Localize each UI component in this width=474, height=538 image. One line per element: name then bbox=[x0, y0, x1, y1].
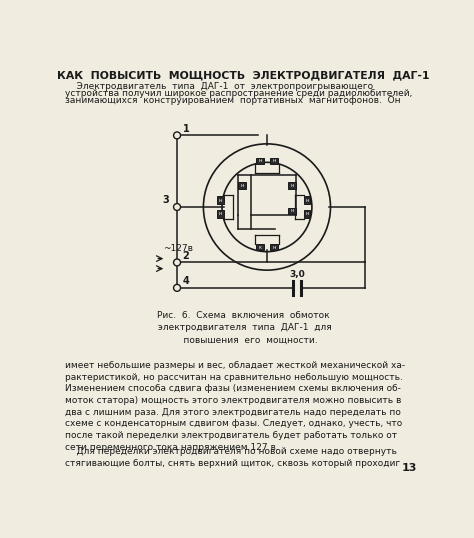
Text: устройства получил широкое распространение среди радиолюбителей,: устройства получил широкое распространен… bbox=[65, 89, 413, 98]
Bar bbox=[218, 196, 224, 204]
Text: КАК  ПОВЫСИТЬ  МОЩНОСТЬ  ЭЛЕКТРОДВИГАТЕЛЯ  ДАГ-1: КАК ПОВЫСИТЬ МОЩНОСТЬ ЭЛЕКТРОДВИГАТЕЛЯ Д… bbox=[57, 70, 429, 81]
Bar bbox=[238, 182, 246, 188]
Text: 3: 3 bbox=[163, 195, 169, 206]
Bar bbox=[304, 210, 310, 218]
Text: н: н bbox=[219, 197, 222, 203]
Text: н: н bbox=[306, 197, 309, 203]
Text: 3,0: 3,0 bbox=[289, 270, 305, 279]
Text: н: н bbox=[290, 208, 293, 214]
Bar bbox=[218, 210, 224, 218]
Text: н: н bbox=[290, 183, 293, 188]
Bar bbox=[256, 158, 264, 164]
Text: 1: 1 bbox=[182, 124, 189, 134]
Circle shape bbox=[173, 132, 181, 139]
Text: Рис.  6.  Схема  включения  обмоток
 электродвигателя  типа  ДАГ-1  для
     пов: Рис. 6. Схема включения обмоток электрод… bbox=[155, 311, 331, 345]
Text: занимающихся  конструированием  портативных  магнитофонов.  Он: занимающихся конструированием портативны… bbox=[65, 96, 401, 105]
Text: н: н bbox=[306, 211, 309, 216]
Bar bbox=[256, 244, 264, 250]
Text: н: н bbox=[272, 158, 275, 164]
Bar bbox=[288, 208, 296, 214]
Bar bbox=[288, 182, 296, 188]
Bar bbox=[304, 196, 310, 204]
Text: Электродвигатель  типа  ДАГ-1  от  электропроигрывающего: Электродвигатель типа ДАГ-1 от электропр… bbox=[65, 82, 374, 91]
Bar bbox=[270, 158, 278, 164]
Text: Для переделки электродвигателя по новой схеме надо отвернуть
стягивающие болты, : Для переделки электродвигателя по новой … bbox=[65, 447, 401, 468]
Text: 4: 4 bbox=[182, 277, 189, 286]
Text: 13: 13 bbox=[402, 463, 417, 473]
Circle shape bbox=[173, 203, 181, 210]
Text: ~127в: ~127в bbox=[163, 244, 193, 253]
Text: н: н bbox=[219, 211, 222, 216]
Text: н: н bbox=[258, 158, 262, 164]
Text: имеет небольшие размеры и вес, обладает жесткой механической ха-
рактеристикой, : имеет небольшие размеры и вес, обладает … bbox=[65, 361, 406, 451]
Circle shape bbox=[173, 285, 181, 291]
Text: к: к bbox=[258, 245, 262, 250]
Circle shape bbox=[173, 259, 181, 266]
Text: 2: 2 bbox=[182, 251, 189, 261]
Text: н: н bbox=[272, 245, 275, 250]
Bar bbox=[270, 244, 278, 250]
Text: н: н bbox=[240, 183, 244, 188]
